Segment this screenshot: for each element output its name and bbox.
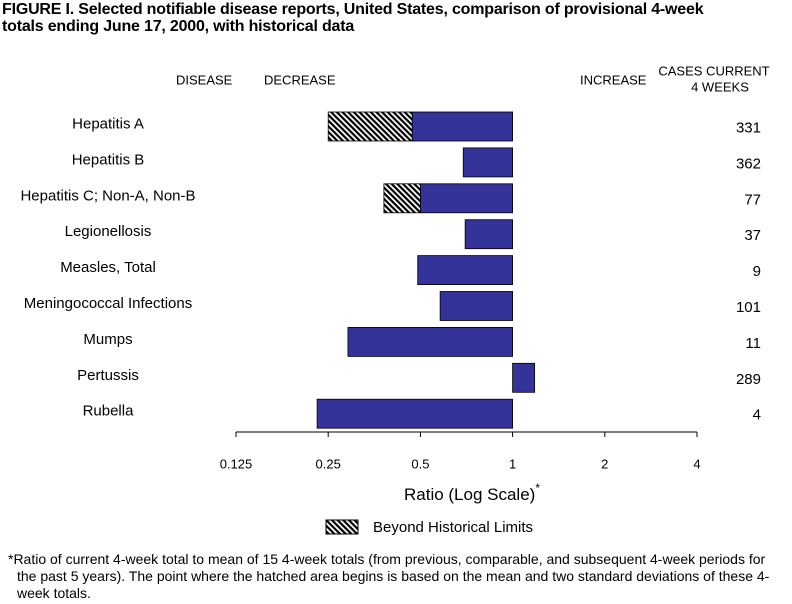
header-cases: 4 WEEKS xyxy=(691,79,749,94)
x-axis-label-mark: * xyxy=(535,481,540,495)
cases-value: 289 xyxy=(736,371,761,388)
x-tick-label: 0.5 xyxy=(411,456,429,471)
header-increase: INCREASE xyxy=(580,72,647,87)
hatched-bar xyxy=(383,183,421,214)
cases-value: 37 xyxy=(744,227,761,244)
cases-value: 362 xyxy=(736,155,761,172)
bar xyxy=(347,326,514,357)
cases-value: 9 xyxy=(753,263,761,280)
bar xyxy=(411,111,514,142)
x-tick-label: 1 xyxy=(509,456,516,471)
chart-title: FIGURE I. Selected notifiable disease re… xyxy=(2,1,704,35)
hatched-bar xyxy=(327,111,413,142)
category-label: Meningococcal Infections xyxy=(24,295,192,312)
header-cases: CASES CURRENT xyxy=(658,63,769,78)
bar xyxy=(419,183,513,214)
category-label: Pertussis xyxy=(77,367,139,384)
header-decrease: DECREASE xyxy=(264,72,336,87)
bar xyxy=(462,147,513,178)
x-axis-title: Ratio (Log Scale)* xyxy=(404,481,540,504)
header-disease: DISEASE xyxy=(176,72,233,87)
x-tick-label: 0.25 xyxy=(316,456,341,471)
category-label: Mumps xyxy=(83,331,132,348)
bar xyxy=(512,362,536,393)
category-label: Hepatitis C; Non-A, Non-B xyxy=(20,187,195,204)
x-tick-label: 4 xyxy=(693,456,700,471)
cases-value: 4 xyxy=(753,407,761,424)
chart: DISEASE DECREASE INCREASE CASES CURRENT … xyxy=(20,63,769,536)
cases-value: 331 xyxy=(736,119,761,136)
bar xyxy=(439,291,513,321)
x-tick-label: 0.125 xyxy=(220,456,253,471)
x-axis-label: Ratio (Log Scale) xyxy=(404,485,535,504)
category-label: Hepatitis B xyxy=(72,151,145,168)
cases-value: 11 xyxy=(745,335,761,352)
x-tick-label: 2 xyxy=(601,456,608,471)
bar xyxy=(316,398,514,429)
bar xyxy=(464,219,513,250)
bar xyxy=(417,255,513,286)
category-label: Rubella xyxy=(83,403,135,420)
category-label: Measles, Total xyxy=(60,259,156,276)
cases-value: 101 xyxy=(736,299,761,316)
category-label: Legionellosis xyxy=(65,223,152,240)
category-label: Hepatitis A xyxy=(72,115,144,132)
cases-value: 77 xyxy=(744,191,761,208)
legend-swatch xyxy=(325,519,359,535)
footnote: *Ratio of current 4-week total to mean o… xyxy=(8,551,770,601)
legend-label: Beyond Historical Limits xyxy=(373,519,533,536)
